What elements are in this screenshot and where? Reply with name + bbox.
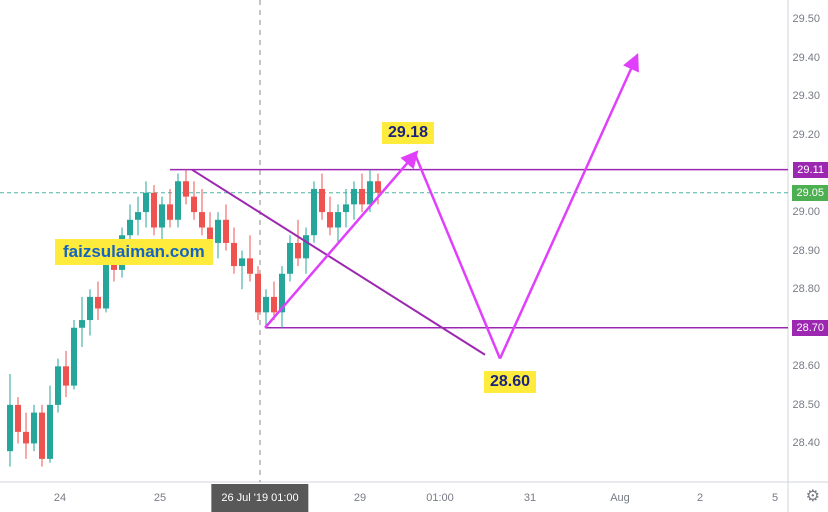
chart-container: 28.4028.5028.6028.7028.8028.9029.0029.10… [0, 0, 828, 512]
x-tick-label: 01:00 [426, 492, 454, 504]
x-tick-label: 5 [772, 492, 778, 504]
x-tick-label: 25 [154, 492, 166, 504]
price-marker: 28.70 [792, 320, 828, 336]
y-tick-label: 28.90 [792, 245, 820, 257]
price-marker: 29.05 [792, 185, 828, 201]
y-tick-label: 29.20 [792, 129, 820, 141]
x-tick-label: 2 [697, 492, 703, 504]
price-marker: 29.11 [793, 162, 828, 178]
x-tick-label: 31 [524, 492, 536, 504]
x-tick-label-highlight: 26 Jul '19 01:00 [211, 484, 308, 512]
y-tick-label: 29.00 [792, 206, 820, 218]
x-tick-label: Aug [610, 492, 630, 504]
y-tick-label: 28.50 [792, 399, 820, 411]
y-tick-label: 29.40 [792, 52, 820, 64]
y-tick-label: 29.50 [792, 13, 820, 25]
x-tick-label: 29 [354, 492, 366, 504]
x-tick-label: 24 [54, 492, 66, 504]
price-annotation: 29.18 [382, 122, 434, 144]
watermark: faizsulaiman.com [55, 239, 213, 265]
settings-icon[interactable]: ⚙ [806, 486, 820, 506]
y-tick-label: 28.60 [792, 360, 820, 372]
y-tick-label: 28.80 [792, 283, 820, 295]
y-tick-label: 29.30 [792, 90, 820, 102]
price-annotation: 28.60 [484, 371, 536, 393]
y-tick-label: 28.40 [792, 437, 820, 449]
